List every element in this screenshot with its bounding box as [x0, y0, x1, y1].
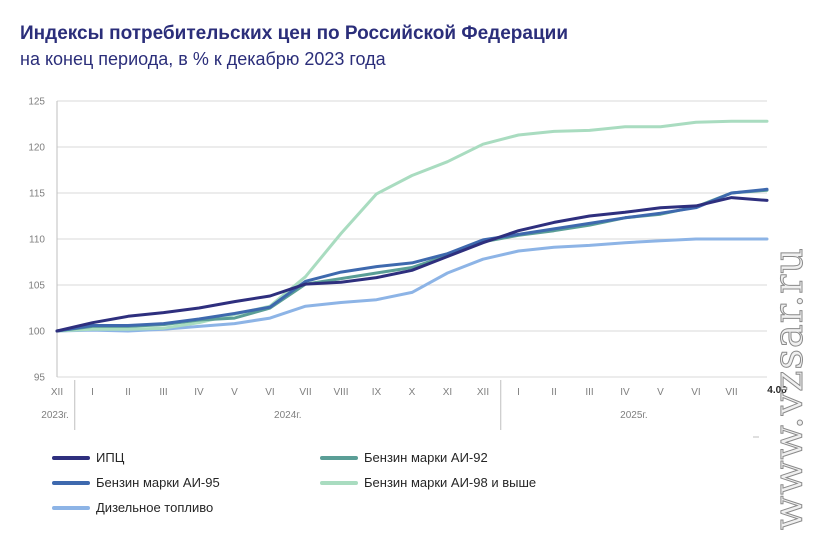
x-axis: XII I II III IV V VI VII VIII IX X XI XII I II III IV V VI…	[41, 380, 787, 438]
legend-label-diesel: Дизельное топливо	[96, 500, 214, 515]
x-tick-label: X	[409, 387, 416, 398]
chart-title: Индексы потребительских цен по Российско…	[20, 23, 568, 44]
x-tick-label: IV	[620, 387, 630, 398]
x-tick-label: V	[231, 387, 238, 398]
legend-item-ai95: Бензин марки АИ-95	[52, 475, 220, 490]
legend-label-ai98: Бензин марки АИ-98 и выше	[364, 475, 537, 490]
legend-item-ai92: Бензин марки АИ-92	[320, 450, 488, 465]
x-tick-label: III	[159, 387, 167, 398]
y-tick-label: 105	[28, 281, 45, 292]
watermark-text: www.vzsar.ru	[766, 246, 813, 530]
series-line-1	[55, 188, 769, 333]
x-tick-label: II	[125, 387, 131, 398]
x-tick-label: VII	[725, 387, 737, 398]
x-tick-label: III	[585, 387, 593, 398]
x-tick-label: VI	[691, 387, 700, 398]
x-last-point-label: 4.08	[767, 385, 787, 396]
series-lines	[55, 119, 769, 333]
x-tick-label: II	[551, 387, 557, 398]
y-tick-label: 100	[28, 327, 45, 338]
legend-swatch-ai92	[320, 455, 358, 460]
y-tick-label: 110	[29, 235, 45, 246]
x-tick-label: I	[91, 387, 94, 398]
series-line-0	[55, 196, 769, 333]
x-tick-label: IX	[372, 387, 382, 398]
y-tick-label: 125	[28, 97, 45, 108]
gridlines	[56, 100, 767, 378]
legend: ИПЦ Бензин марки АИ-92 Бензин марки АИ-9…	[52, 444, 652, 534]
series-line-2	[55, 187, 769, 333]
series-line-4	[55, 237, 769, 333]
year-label: 2024г.	[274, 410, 301, 421]
y-tick-label: 115	[29, 189, 45, 200]
legend-label-ai92: Бензин марки АИ-92	[364, 450, 488, 465]
x-tick-label: XII	[477, 387, 489, 398]
series-line-3	[55, 119, 769, 333]
y-tick-label: 120	[28, 143, 45, 154]
legend-swatch-ai95	[52, 480, 90, 485]
x-tick-label: VIII	[333, 387, 348, 398]
x-tick-label: VI	[265, 387, 274, 398]
x-tick-label: XI	[443, 387, 452, 398]
legend-swatch-ai98	[320, 480, 358, 485]
legend-item-cpi: ИПЦ	[52, 450, 124, 465]
legend-swatch-cpi	[52, 455, 90, 460]
y-axis-ticks: 95 100 105 110 115 120 125	[28, 97, 45, 384]
legend-item-ai98: Бензин марки АИ-98 и выше	[320, 475, 536, 490]
chart-subtitle: на конец периода, в % к декабрю 2023 год…	[20, 49, 386, 69]
x-tick-label: IV	[194, 387, 204, 398]
legend-label-cpi: ИПЦ	[96, 450, 125, 465]
legend-item-diesel: Дизельное топливо	[52, 500, 213, 515]
legend-label-ai95: Бензин марки АИ-95	[96, 475, 220, 490]
year-label: 2023г.	[41, 410, 68, 421]
x-tick-label: V	[657, 387, 664, 398]
year-label: 2025г.	[620, 410, 647, 421]
y-tick-label: 95	[34, 373, 46, 384]
x-tick-label: VII	[299, 387, 311, 398]
legend-swatch-diesel	[52, 505, 90, 510]
x-tick-label: XII	[51, 387, 63, 398]
x-tick-label: I	[517, 387, 520, 398]
